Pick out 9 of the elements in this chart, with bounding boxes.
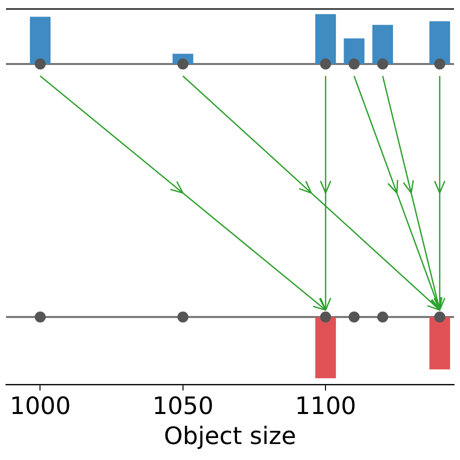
x-tick-label: 1000 (10, 392, 71, 420)
x-tick-label: 1050 (152, 392, 214, 420)
x-axis-title: Object size (164, 422, 296, 450)
bar (372, 24, 393, 64)
bar (344, 38, 364, 64)
bar (315, 14, 336, 64)
bar (429, 21, 450, 64)
x-tick-label: 1100 (295, 392, 356, 420)
bar (30, 16, 51, 64)
